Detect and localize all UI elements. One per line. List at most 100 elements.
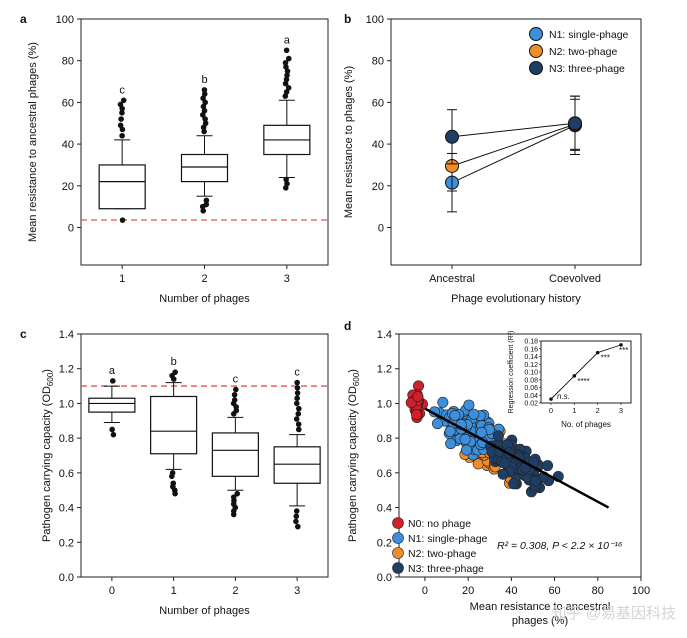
inset-y-tick-label: 0.14 — [524, 354, 538, 361]
legend-marker — [529, 61, 543, 75]
outlier-point — [234, 490, 241, 497]
y-tick-label: 1.4 — [59, 329, 74, 341]
y-tick-label: 1.2 — [59, 364, 74, 376]
x-tick-label: 100 — [632, 585, 650, 597]
y-tick-label: 40 — [372, 139, 384, 151]
series-line — [451, 124, 576, 184]
stat-text: R² = 0.308, P < 2.2 × 10⁻¹⁶ — [497, 540, 623, 552]
outlier-point — [295, 411, 302, 417]
scatter-point — [437, 396, 449, 408]
scatter-point — [445, 438, 457, 450]
outlier-point — [295, 426, 302, 433]
x-tick-label: 80 — [592, 585, 604, 597]
inset-point — [619, 343, 623, 347]
outlier-point — [203, 201, 210, 208]
outlier-point — [284, 72, 290, 79]
outlier-point — [283, 64, 289, 70]
scatter-point — [431, 418, 443, 430]
significance-letter: a — [284, 34, 291, 46]
significance-letter: b — [201, 74, 207, 86]
outlier-point — [119, 110, 125, 116]
y-tick-label: 0.6 — [377, 468, 392, 480]
inset-x-tick-label: 1 — [572, 406, 576, 415]
outlier-point — [109, 378, 116, 384]
y-tick-label: 1.4 — [377, 329, 392, 341]
outlier-point — [293, 400, 300, 407]
y-tick-label: 0.0 — [59, 572, 74, 584]
inset-x-tick-label: 0 — [549, 406, 553, 415]
y-tick-label: 0.0 — [377, 572, 392, 584]
outlier-point — [283, 47, 290, 54]
legend-label: N2: two-phage — [549, 46, 617, 58]
x-axis-label: Number of phages — [159, 605, 250, 617]
x-axis-label: Phage evolutionary history — [451, 293, 581, 305]
panel-letter: b — [344, 12, 351, 26]
outlier-point — [294, 395, 300, 402]
outlier-point — [120, 97, 127, 104]
outlier-point — [172, 490, 178, 497]
outlier-point — [202, 120, 209, 127]
inset-y-tick-label: 0.04 — [524, 393, 538, 400]
outlier-point — [295, 421, 302, 428]
outlier-point — [283, 89, 290, 95]
inset-significance-label: *** — [601, 354, 610, 363]
y-tick-label: 40 — [62, 139, 74, 151]
inset-y-tick-label: 0.08 — [524, 377, 538, 384]
box — [273, 446, 321, 484]
legend-label: N3: three-phage — [408, 563, 484, 575]
y-tick-label: 0.6 — [59, 468, 74, 480]
outlier-point — [172, 369, 178, 375]
plot-frame — [80, 333, 329, 578]
scatter-point — [499, 457, 511, 469]
data-point — [568, 116, 582, 131]
y-tick-label: 0.8 — [59, 433, 74, 445]
inset-point — [549, 397, 553, 401]
y-tick-label: 0.4 — [377, 503, 392, 515]
y-axis-label: Mean resistance to phages (%) — [343, 66, 355, 218]
x-tick-label: 2 — [232, 585, 238, 597]
y-tick-label: 100 — [366, 14, 384, 26]
y-tick-label: 1.2 — [377, 364, 392, 376]
y-tick-label: 60 — [62, 97, 74, 109]
legend-marker — [392, 532, 404, 544]
scatter-point — [472, 458, 484, 470]
outlier-point — [200, 207, 207, 214]
outlier-point — [283, 76, 290, 83]
outlier-point — [117, 122, 124, 129]
x-tick-label: 1 — [171, 585, 177, 597]
outlier-point — [201, 87, 208, 93]
watermark: 知乎 @易基因科技 — [552, 605, 676, 622]
box — [88, 397, 136, 413]
inset-point — [595, 350, 600, 355]
series-line — [451, 123, 576, 167]
legend-label: N1: single-phage — [549, 29, 629, 41]
significance-letter: c — [119, 84, 125, 96]
y-tick-label: 0.2 — [377, 537, 392, 549]
y-tick-label: 0.8 — [377, 433, 392, 445]
y-tick-label: 80 — [62, 56, 74, 68]
x-tick-label: 3 — [284, 273, 290, 285]
legend-marker — [392, 562, 404, 574]
inset-y-tick-label: 0.16 — [524, 346, 538, 353]
outlier-point — [201, 91, 208, 97]
significance-letter: c — [233, 374, 239, 386]
data-point — [445, 129, 459, 144]
x-tick-label: 20 — [462, 585, 474, 597]
y-tick-label: 0 — [378, 222, 384, 234]
legend-label: N1: single-phage — [408, 533, 488, 545]
outlier-point — [231, 397, 238, 403]
legend-label: N3: three-phage — [549, 63, 625, 75]
outlier-point — [293, 518, 299, 525]
outlier-point — [283, 176, 289, 183]
outlier-point — [285, 55, 292, 62]
inset-y-tick-label: 0.12 — [524, 362, 538, 369]
plot-frame — [390, 18, 642, 266]
plot-frame — [398, 333, 642, 578]
scatter-point — [497, 468, 509, 480]
scatter-point — [411, 409, 423, 421]
outlier-point — [293, 513, 300, 520]
outlier-point — [282, 80, 289, 87]
panel-letter: d — [344, 319, 351, 333]
outlier-point — [296, 405, 302, 412]
